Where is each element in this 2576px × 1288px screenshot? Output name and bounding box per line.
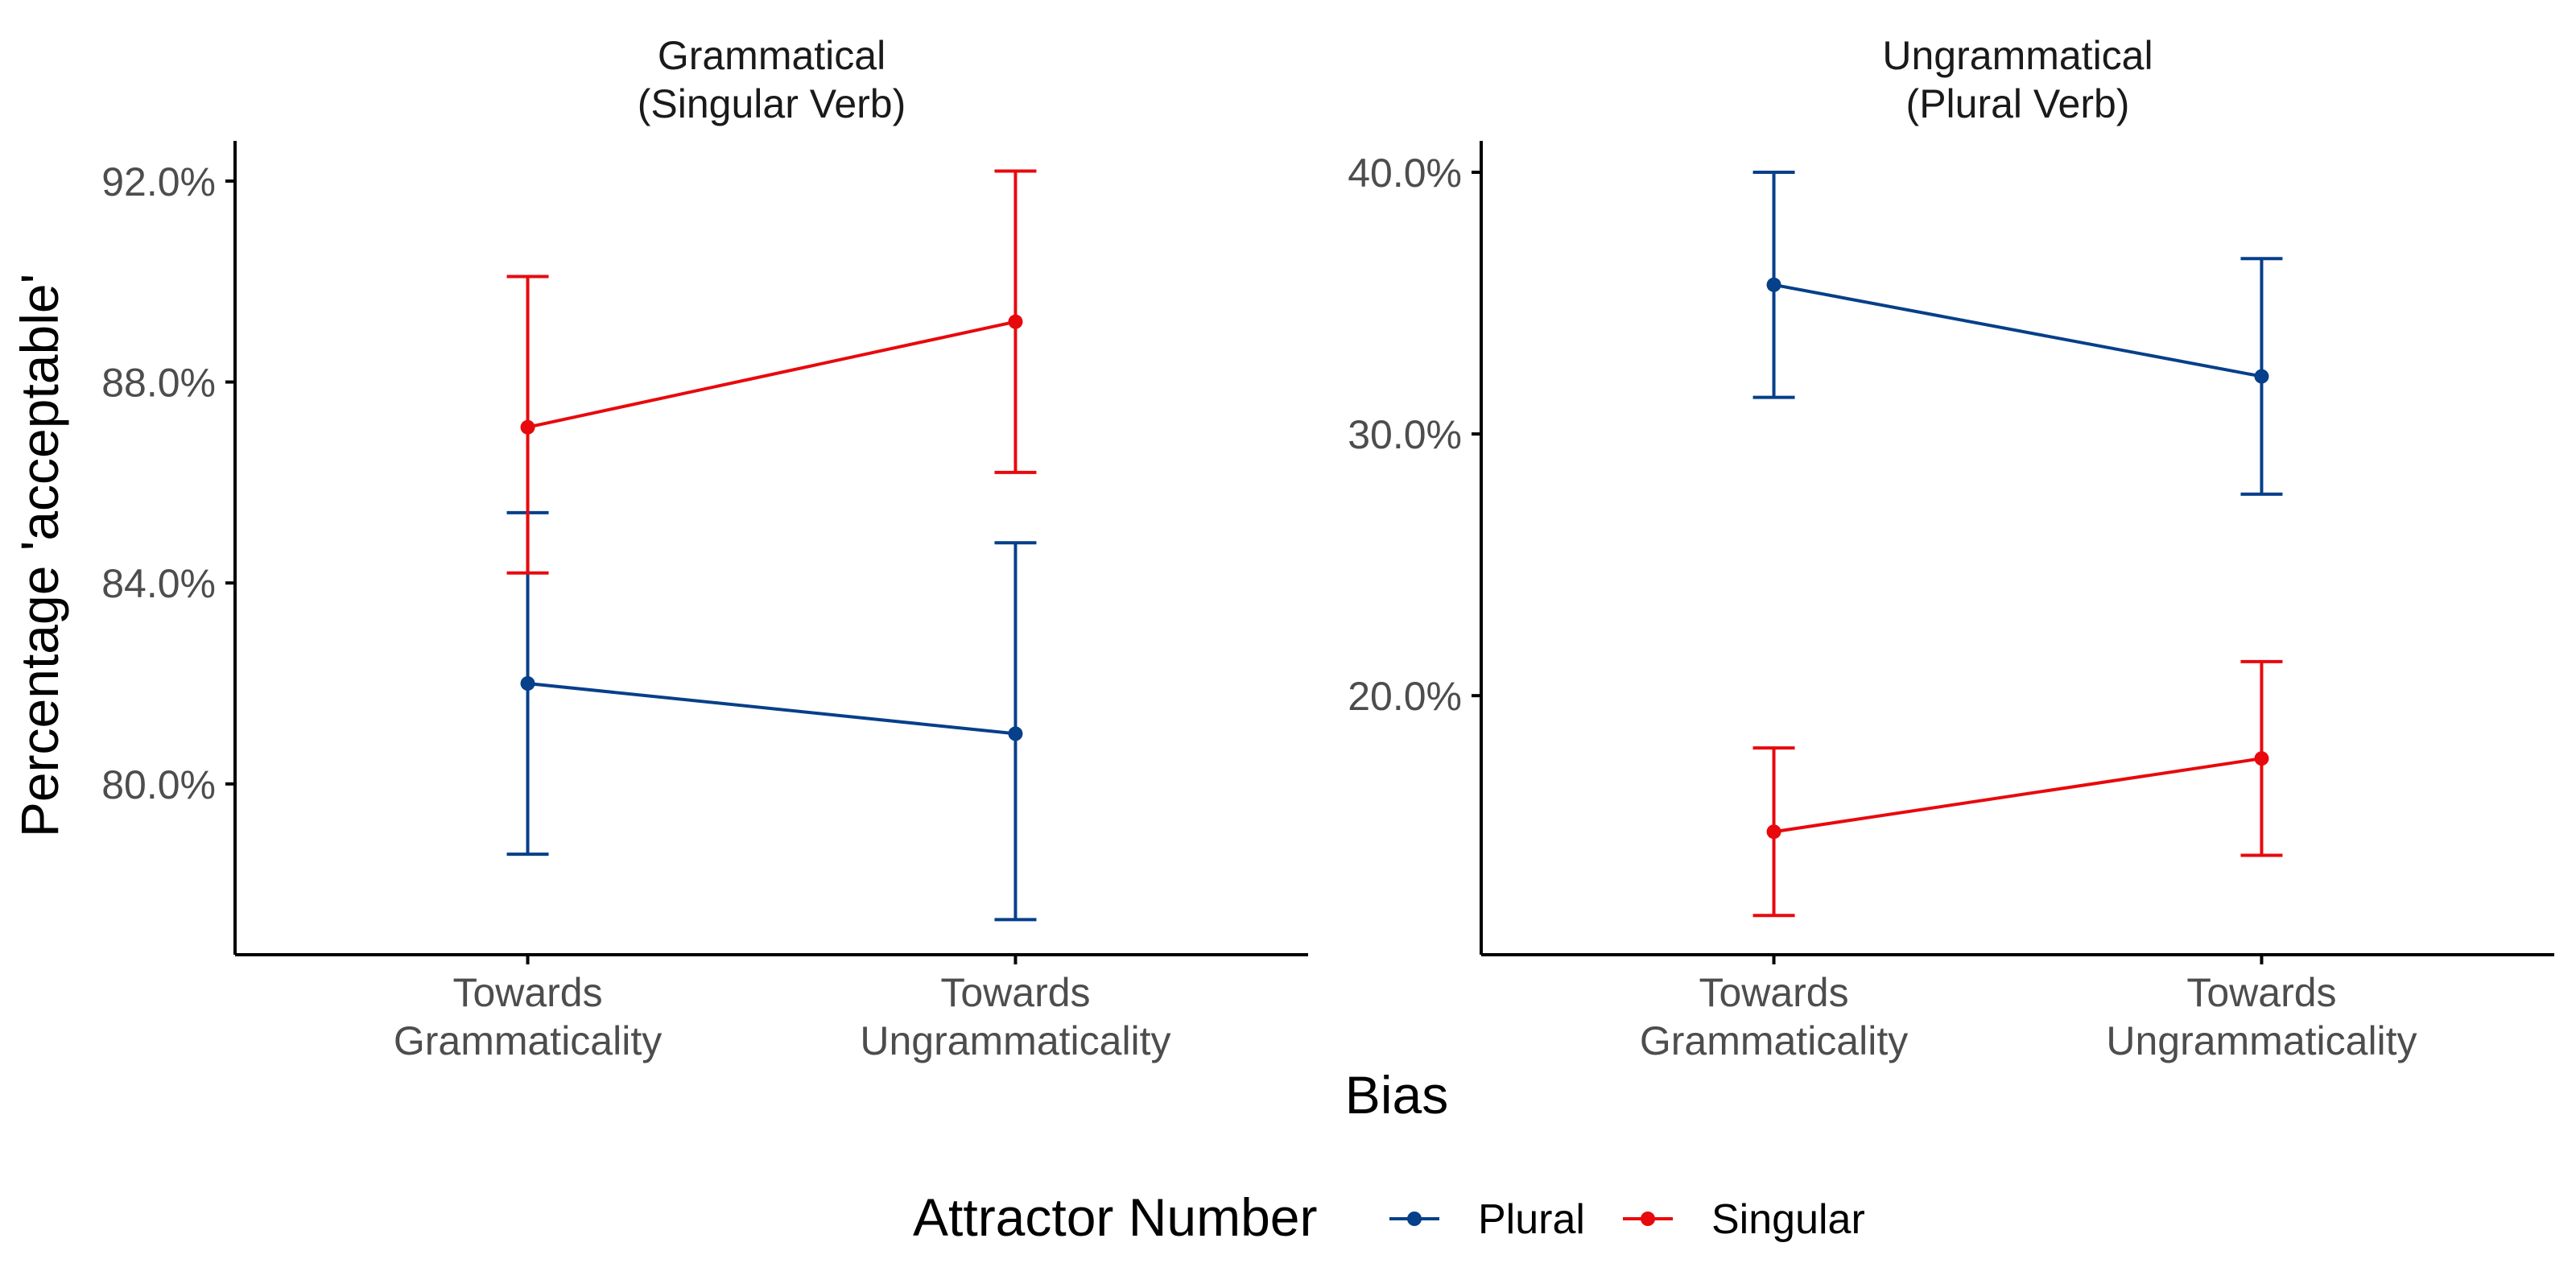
x-tick-label: Towards Ungrammaticality xyxy=(2106,970,2417,1063)
series-line-plural xyxy=(527,682,1016,736)
y-tick-label: 40.0% xyxy=(1348,151,1462,196)
series-plural xyxy=(1752,171,2283,496)
legend-key-point-singular xyxy=(1641,1212,1655,1226)
legend-label-plural: Plural xyxy=(1478,1196,1585,1243)
legend-title: Attractor Number xyxy=(913,1187,1317,1247)
y-tick-label: 30.0% xyxy=(1348,412,1462,457)
y-tick-label: 80.0% xyxy=(101,762,216,807)
y-tick-label: 84.0% xyxy=(101,561,216,606)
series-line-plural xyxy=(1773,283,2262,378)
x-tick-label: Towards Ungrammaticality xyxy=(860,970,1170,1063)
data-point-singular xyxy=(1766,824,1781,840)
data-point-plural xyxy=(2254,369,2269,384)
x-axis-title: Bias xyxy=(1345,1065,1448,1125)
y-tick-label: 88.0% xyxy=(101,361,216,406)
legend-label-singular: Singular xyxy=(1711,1196,1865,1243)
series-line-singular xyxy=(527,320,1016,429)
series-line-singular xyxy=(1773,757,2262,834)
data-point-singular xyxy=(520,419,535,435)
data-point-singular xyxy=(2254,751,2269,766)
y-tick-label: 92.0% xyxy=(101,159,216,204)
panel-1: Grammatical (Singular Verb) 80.0% 84.0% 88.0… xyxy=(101,33,1308,1063)
data-point-plural xyxy=(1766,277,1781,292)
series-plural xyxy=(506,510,1037,922)
x-tick-label: Towards Grammaticality xyxy=(394,970,662,1063)
y-tick-label: 20.0% xyxy=(1348,674,1462,719)
series-singular xyxy=(1752,659,2283,918)
data-point-singular xyxy=(1008,314,1023,329)
panel-2: Ungrammatical (Plural Verb) 20.0% 30.0% 40.0… xyxy=(1348,33,2554,1063)
series-singular xyxy=(506,169,1037,575)
data-point-plural xyxy=(520,676,535,691)
legend-key-point-plural xyxy=(1407,1212,1422,1226)
data-point-plural xyxy=(1008,726,1023,741)
panel-title: Ungrammatical (Plural Verb) xyxy=(1882,33,2153,126)
panel-title: Grammatical (Singular Verb) xyxy=(638,33,906,126)
y-axis-title: Percentage 'acceptable' xyxy=(10,274,69,837)
panels: Grammatical (Singular Verb) 80.0% 84.0% 88.0… xyxy=(101,33,2554,1063)
x-tick-label: Towards Grammaticality xyxy=(1640,970,1908,1063)
legend: Attractor Number Plural Singular xyxy=(913,1187,1865,1247)
